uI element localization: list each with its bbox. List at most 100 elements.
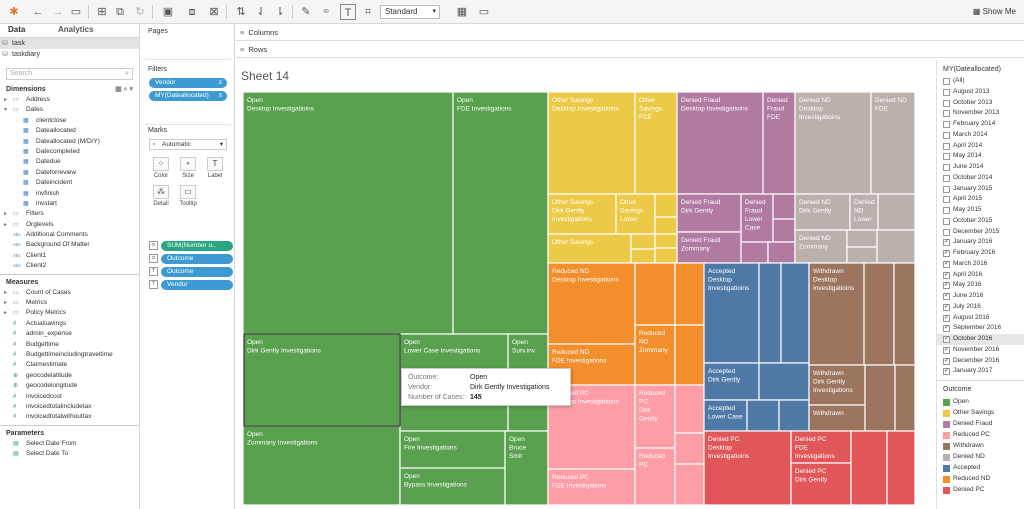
filter-item-february-2016[interactable]: ✓ February 2016 (943, 249, 996, 257)
dimension-client1[interactable]: Abc Client1 (0, 251, 139, 261)
dimension-dates[interactable]: ▾ ▭ Dates (0, 105, 139, 115)
mark-pill-sum-number-o[interactable]: ⊙ SUM(Number o.. (149, 241, 233, 251)
tab-analytics[interactable]: Analytics (58, 25, 94, 34)
treemap-rect[interactable] (674, 262, 705, 326)
checkbox-icon[interactable]: ✓ (943, 336, 950, 343)
checkbox-icon[interactable]: ✓ (943, 239, 950, 247)
measure-policy-metrics[interactable]: ▸ ▭ Policy Metrics (0, 308, 139, 318)
checkbox-icon[interactable]: ✓ (943, 368, 950, 376)
dimension-address[interactable]: ▸ ▭ Address (0, 95, 139, 105)
treemap-cell-denied-nd-33[interactable] (877, 193, 916, 231)
color-button[interactable]: ⁘ Color (153, 157, 169, 179)
sort-ascending-icon[interactable]: ⇃ (256, 6, 266, 18)
treemap-rect[interactable] (876, 229, 916, 264)
treemap-rect[interactable] (399, 467, 506, 506)
treemap-cell-accepted-53[interactable] (780, 262, 810, 364)
treemap-cell-accepted-52[interactable] (758, 262, 782, 364)
treemap-rect[interactable] (634, 324, 676, 386)
fix-axes-icon[interactable]: ⌗ (364, 6, 372, 18)
treemap-cell-denied-nd-34[interactable]: Denied ND Zommany (794, 229, 848, 264)
treemap-cell-denied-fraud-28[interactable] (767, 241, 796, 264)
filter-item-april-2015[interactable]: April 2015 (937, 194, 1024, 205)
checkbox-icon[interactable]: ✓ (943, 314, 950, 322)
rows-shelf[interactable]: ≡ Rows (236, 41, 1024, 58)
parameter-select-date-from[interactable]: ▤ Select Date From (0, 439, 139, 449)
treemap-rect[interactable] (547, 193, 617, 235)
treemap-cell-withdrawn-63[interactable]: Withdrawn (808, 404, 866, 432)
treemap-rect[interactable] (676, 92, 764, 195)
checkbox-icon[interactable] (943, 228, 950, 236)
refresh-icon[interactable]: ↻ (135, 6, 145, 18)
treemap-rect[interactable] (780, 262, 810, 364)
filter-item-may-2014[interactable]: May 2014 (937, 151, 1024, 162)
treemap-cell-open-2[interactable]: Open Dirk Gently Investigations (243, 333, 401, 427)
measure-geocodelatitude[interactable]: ⊕ geocodelatitude (0, 371, 139, 381)
treemap-rect[interactable] (676, 231, 742, 264)
highlight-icon[interactable]: ✎ (301, 6, 311, 18)
dimension-additional-comments[interactable]: Abc Additional Comments (0, 230, 139, 240)
filter-item-june-2016[interactable]: ✓ June 2016 (943, 292, 984, 300)
dimension-invstart[interactable]: ▦ invstart (0, 199, 139, 209)
legend-item-reduced-pc[interactable]: Reduced PC (937, 429, 1024, 440)
filter-item-december-2015[interactable]: December 2015 (937, 227, 1024, 238)
treemap-rect[interactable] (758, 362, 810, 401)
size-button[interactable]: ⚬ Size (176, 157, 200, 179)
filter-item-february-2014[interactable]: February 2014 (937, 119, 1024, 130)
filter-pill-date[interactable]: MY(Dateallocated) ≡ (149, 91, 227, 101)
treemap-cell-accepted-56[interactable]: Accepted Lower Case (703, 399, 748, 432)
checkbox-icon[interactable] (943, 99, 950, 107)
treemap-cell-reduced-pc-50[interactable] (674, 463, 705, 506)
treemap-rect[interactable] (654, 193, 678, 218)
treemap-cell-open-0[interactable]: Open Desktop Investigatioins (243, 92, 454, 335)
treemap-cell-reduced-pc-48[interactable] (674, 384, 705, 434)
legend-item-other-savings[interactable]: Other Savings (937, 407, 1024, 418)
treemap-rect[interactable] (849, 193, 879, 231)
treemap-cell-denied-fraud-26[interactable]: Denied Fraud Zommany (676, 231, 742, 264)
treemap-rect[interactable] (746, 399, 780, 432)
treemap-cell-accepted-55[interactable] (758, 362, 810, 401)
mark-pill-vendor[interactable]: T Vendor (149, 280, 233, 290)
checkbox-icon[interactable] (943, 78, 950, 85)
treemap-rect[interactable] (778, 399, 810, 432)
treemap-cell-other-savings-16[interactable] (630, 233, 656, 250)
dimension-background-of-matter[interactable]: Abc Background Of Matter (0, 240, 139, 250)
filter-item-april-2016[interactable]: ✓ April 2016 (943, 270, 983, 279)
legend-item-withdrawn[interactable]: Withdrawn (937, 440, 1024, 451)
dimension-dateforreview[interactable]: ▦ Dateforreview (0, 168, 139, 178)
treemap-cell-reduced-nd-40[interactable] (634, 262, 676, 326)
dimension-client2[interactable]: Abc Client2 (0, 261, 139, 271)
treemap-rect[interactable] (547, 262, 636, 345)
measure-claimestimate[interactable]: # Claimestimate (0, 360, 139, 370)
treemap-cell-denied-pc-70[interactable] (886, 430, 916, 506)
treemap-cell-other-savings-9[interactable]: Other Savings Desktop Investigatioins (547, 92, 636, 195)
expand-icon[interactable]: ▸ (4, 97, 8, 103)
measure-geocodelongitude[interactable]: ⊕ geocodelongitude (0, 381, 139, 391)
treemap-rect[interactable] (243, 92, 454, 335)
treemap-rect[interactable] (893, 262, 916, 366)
checkbox-icon[interactable] (943, 207, 950, 214)
filter-item-august-2013[interactable]: August 2013 (937, 87, 1024, 98)
treemap-rect[interactable] (886, 430, 916, 506)
treemap-rect[interactable] (894, 364, 916, 432)
treemap-rect[interactable] (634, 262, 676, 326)
treemap-rect[interactable] (630, 233, 656, 250)
treemap-rect[interactable] (676, 193, 742, 233)
treemap-rect[interactable] (703, 262, 760, 364)
treemap-cell-denied-nd-36[interactable] (846, 246, 878, 264)
swap-axes-icon[interactable]: ⇅ (236, 6, 246, 18)
dimension-dateallocated-m-d-y[interactable]: ▦ Dateallocated (M/D/Y) (0, 137, 139, 147)
checkbox-icon[interactable]: ✓ (943, 325, 950, 333)
checkbox-icon[interactable]: ✓ (943, 293, 950, 300)
checkbox-icon[interactable] (943, 196, 950, 204)
treemap-rect[interactable] (864, 364, 896, 432)
filter-item-march-2014[interactable]: March 2014 (937, 130, 1024, 141)
treemap-cell-denied-fraud-25[interactable] (772, 218, 796, 243)
treemap-cell-denied-pc-68[interactable]: Denied PC Dirk Gently (790, 462, 852, 506)
treemap-rect[interactable] (850, 430, 888, 506)
treemap-rect[interactable] (399, 430, 506, 469)
treemap-cell-other-savings-13[interactable] (654, 193, 678, 218)
checkbox-icon[interactable] (943, 88, 950, 96)
